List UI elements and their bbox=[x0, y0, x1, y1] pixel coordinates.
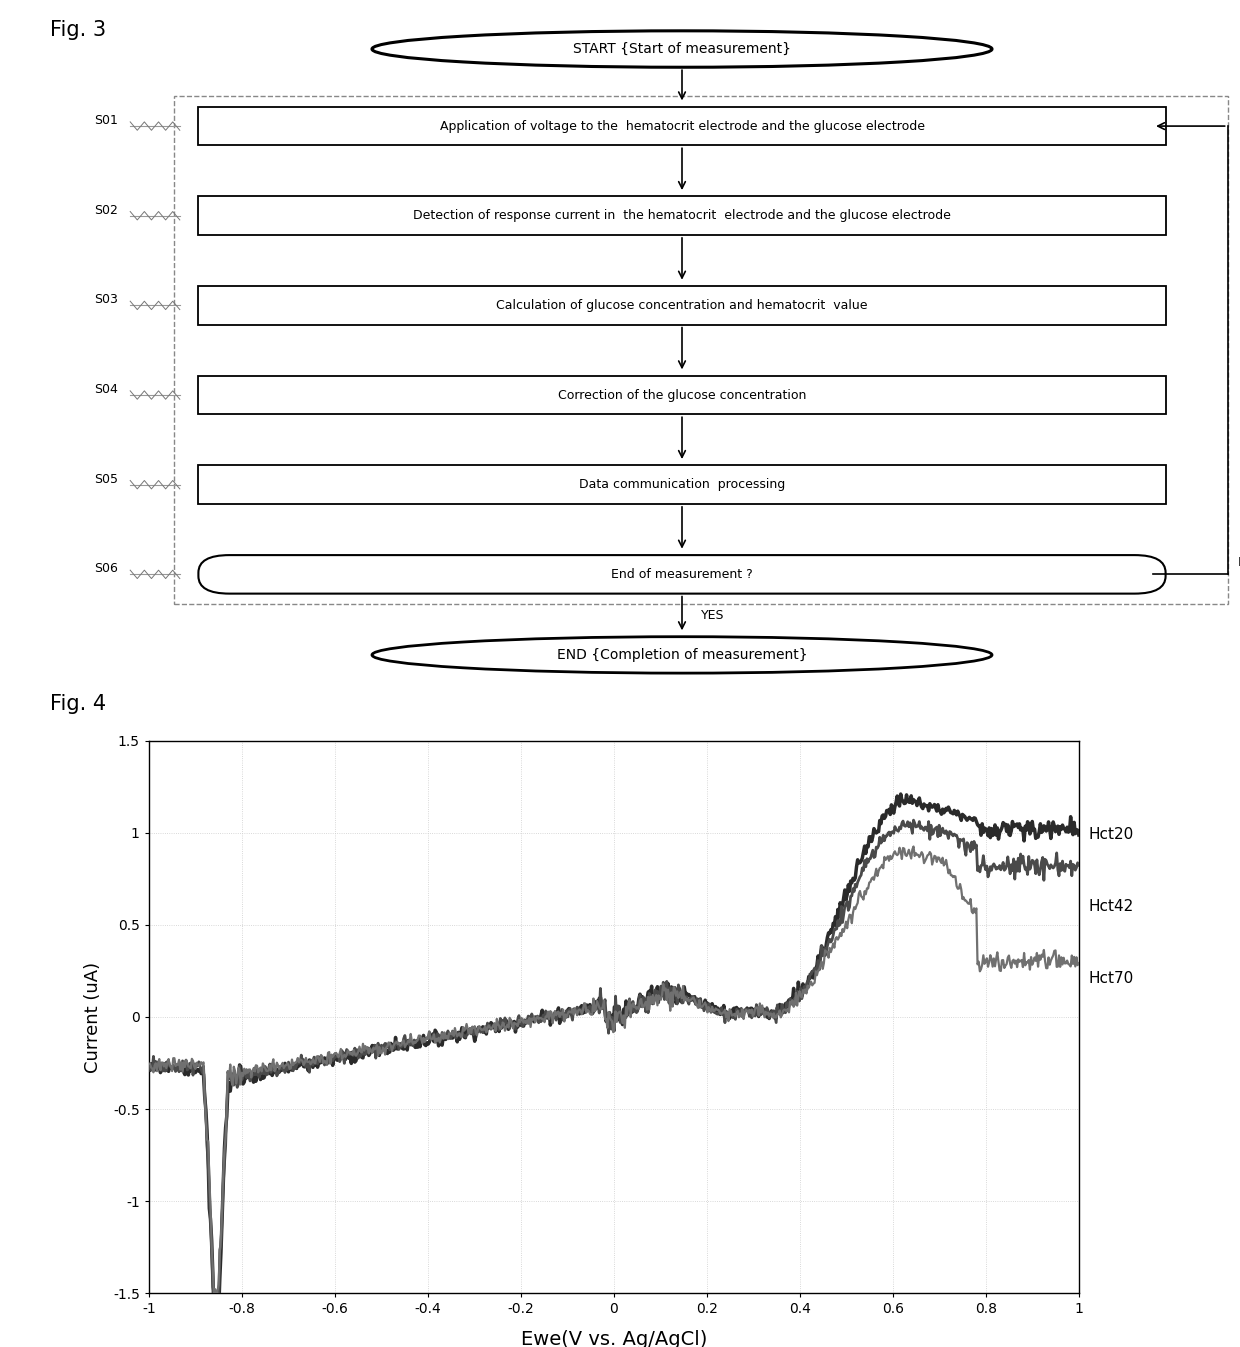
Text: Hct70: Hct70 bbox=[1089, 971, 1133, 986]
Text: S04: S04 bbox=[94, 383, 118, 396]
Text: S06: S06 bbox=[94, 562, 118, 575]
Text: Correction of the glucose concentration: Correction of the glucose concentration bbox=[558, 388, 806, 401]
Text: Hct20: Hct20 bbox=[1089, 827, 1133, 842]
FancyBboxPatch shape bbox=[198, 286, 1166, 325]
FancyBboxPatch shape bbox=[198, 376, 1166, 415]
Text: Calculation of glucose concentration and hematocrit  value: Calculation of glucose concentration and… bbox=[496, 299, 868, 313]
FancyBboxPatch shape bbox=[198, 466, 1166, 504]
Text: Fig. 3: Fig. 3 bbox=[50, 20, 105, 40]
Text: NO: NO bbox=[1238, 556, 1240, 568]
X-axis label: Ewe(V vs. Ag/AgCl): Ewe(V vs. Ag/AgCl) bbox=[521, 1329, 707, 1347]
Text: Fig. 4: Fig. 4 bbox=[50, 694, 105, 714]
Text: S01: S01 bbox=[94, 114, 118, 127]
Text: YES: YES bbox=[701, 609, 724, 622]
Y-axis label: Current (uA): Current (uA) bbox=[84, 962, 102, 1072]
Text: S05: S05 bbox=[94, 473, 118, 486]
FancyBboxPatch shape bbox=[198, 106, 1166, 145]
FancyBboxPatch shape bbox=[198, 197, 1166, 234]
Text: End of measurement ?: End of measurement ? bbox=[611, 568, 753, 581]
Ellipse shape bbox=[372, 31, 992, 67]
Text: Hct42: Hct42 bbox=[1089, 898, 1133, 915]
FancyBboxPatch shape bbox=[198, 555, 1166, 594]
Ellipse shape bbox=[372, 637, 992, 674]
Text: Application of voltage to the  hematocrit electrode and the glucose electrode: Application of voltage to the hematocrit… bbox=[439, 120, 925, 132]
Text: S02: S02 bbox=[94, 203, 118, 217]
Text: START {Start of measurement}: START {Start of measurement} bbox=[573, 42, 791, 57]
Text: Detection of response current in  the hematocrit  electrode and the glucose elec: Detection of response current in the hem… bbox=[413, 209, 951, 222]
Text: S03: S03 bbox=[94, 294, 118, 306]
Text: END {Completion of measurement}: END {Completion of measurement} bbox=[557, 648, 807, 661]
Text: Data communication  processing: Data communication processing bbox=[579, 478, 785, 492]
